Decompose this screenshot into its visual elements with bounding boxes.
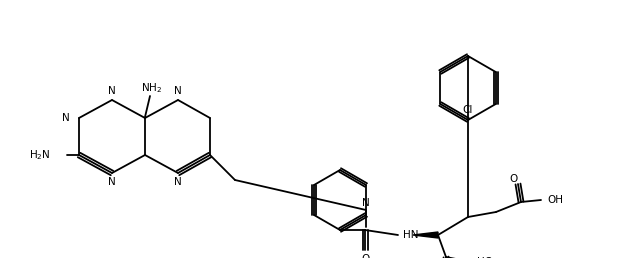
Text: HN: HN [403, 230, 418, 240]
Polygon shape [413, 232, 438, 238]
Text: N: N [174, 86, 182, 96]
Text: NH$_2$: NH$_2$ [141, 81, 163, 95]
Text: N: N [362, 198, 370, 208]
Text: N: N [174, 177, 182, 187]
Text: H$_2$N: H$_2$N [30, 148, 51, 162]
Text: HO: HO [477, 257, 493, 258]
Text: OH: OH [547, 195, 563, 205]
Text: N: N [108, 177, 116, 187]
Text: N: N [108, 86, 116, 96]
Text: O: O [361, 254, 369, 258]
Text: Cl: Cl [463, 105, 473, 115]
Text: N: N [63, 113, 70, 123]
Text: O: O [509, 174, 517, 184]
